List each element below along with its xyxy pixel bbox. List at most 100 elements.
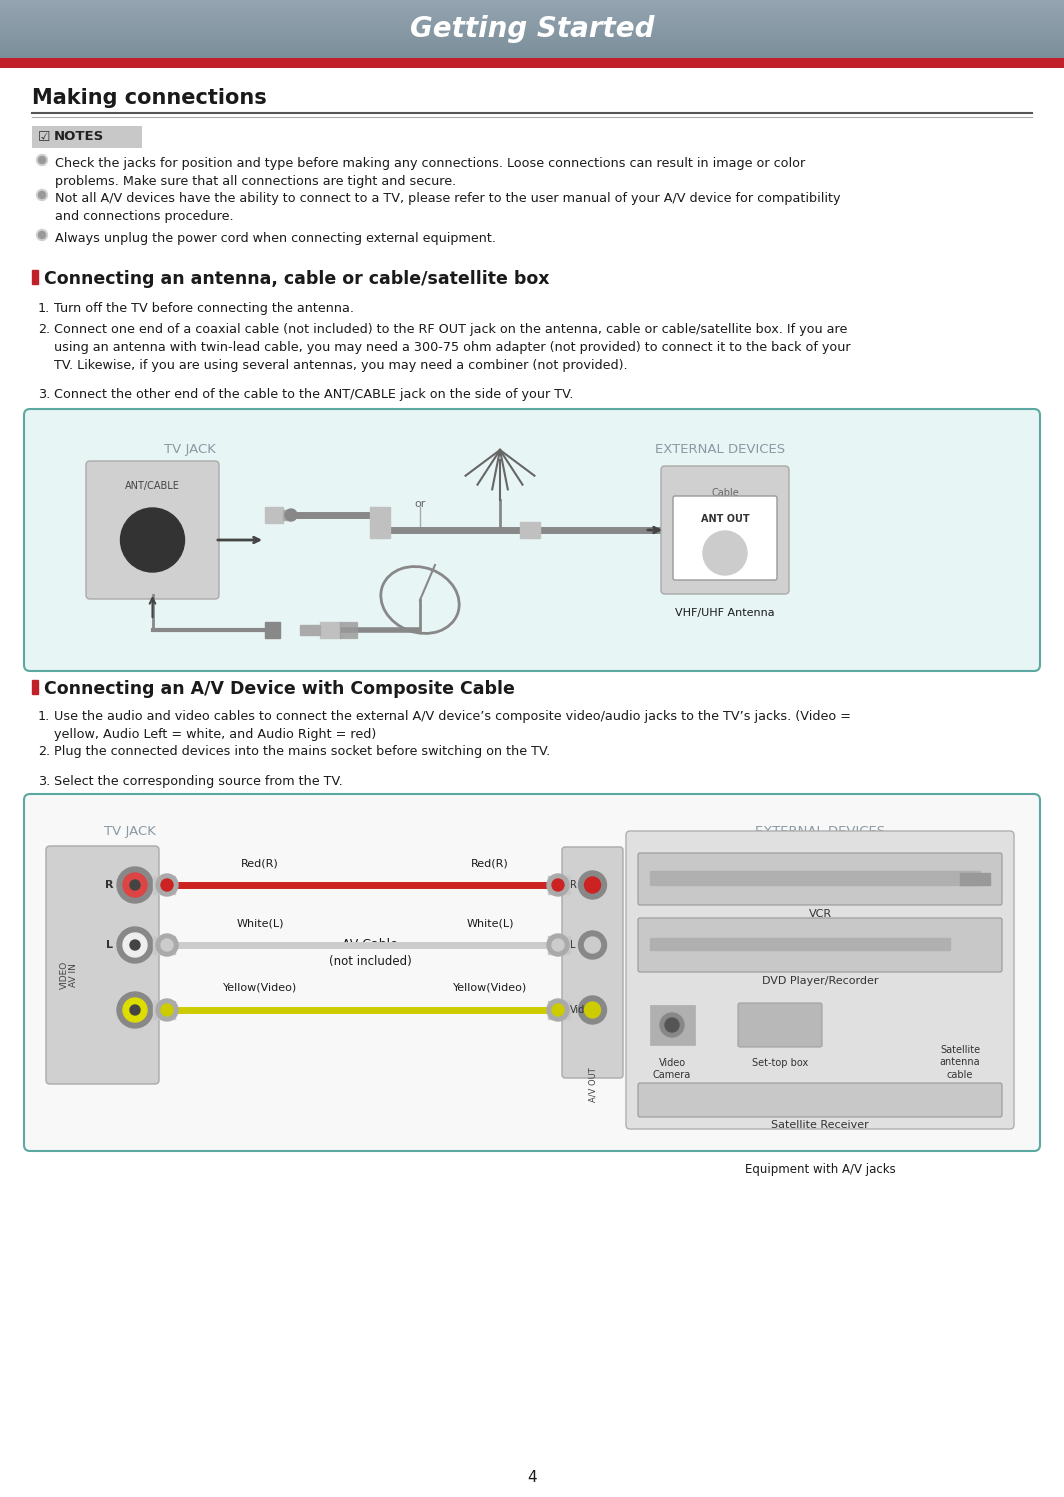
Text: 2.: 2. <box>38 323 50 335</box>
Bar <box>32 269 38 284</box>
Text: ☑: ☑ <box>38 130 50 144</box>
Text: VCR: VCR <box>809 909 832 919</box>
Bar <box>355 621 358 638</box>
Circle shape <box>579 996 606 1024</box>
Bar <box>300 626 320 635</box>
Circle shape <box>130 880 140 891</box>
Text: 4: 4 <box>527 1470 537 1485</box>
Circle shape <box>161 879 173 891</box>
Text: White(L): White(L) <box>236 918 284 928</box>
Circle shape <box>38 232 46 238</box>
Bar <box>265 507 283 522</box>
Bar <box>650 939 950 951</box>
Text: Cable: Cable <box>711 488 738 499</box>
Bar <box>153 876 174 894</box>
FancyBboxPatch shape <box>638 918 1002 972</box>
Circle shape <box>120 507 184 572</box>
Circle shape <box>547 998 569 1021</box>
Circle shape <box>660 1013 684 1037</box>
Circle shape <box>123 933 147 957</box>
Circle shape <box>161 939 173 951</box>
Text: DVD Player/Recorder: DVD Player/Recorder <box>762 976 878 987</box>
Text: Making connections: Making connections <box>32 88 267 108</box>
Text: 1.: 1. <box>38 302 50 314</box>
Circle shape <box>117 993 153 1028</box>
Circle shape <box>547 874 569 897</box>
Bar <box>343 621 345 638</box>
Circle shape <box>703 531 747 575</box>
Text: Turn off the TV before connecting the antenna.: Turn off the TV before connecting the an… <box>54 302 354 314</box>
Circle shape <box>117 927 153 963</box>
Bar <box>520 522 541 537</box>
Text: L: L <box>106 940 113 951</box>
Bar <box>320 621 340 638</box>
Text: Connecting an antenna, cable or cable/satellite box: Connecting an antenna, cable or cable/sa… <box>44 269 549 287</box>
Circle shape <box>665 1018 679 1031</box>
Bar <box>32 126 142 148</box>
Text: Check the jacks for position and type before making any connections. Loose conne: Check the jacks for position and type be… <box>55 157 805 189</box>
Circle shape <box>123 873 147 897</box>
Circle shape <box>552 1004 564 1016</box>
Text: ANT OUT: ANT OUT <box>701 513 749 524</box>
Circle shape <box>584 1001 600 1018</box>
FancyBboxPatch shape <box>24 793 1040 1151</box>
Text: R: R <box>104 880 113 891</box>
Circle shape <box>130 940 140 951</box>
Text: Video: Video <box>570 1004 597 1015</box>
Bar <box>283 510 290 519</box>
FancyBboxPatch shape <box>46 846 159 1084</box>
Circle shape <box>36 190 48 201</box>
Circle shape <box>117 867 153 903</box>
Text: ANT/CABLE: ANT/CABLE <box>126 481 180 491</box>
Bar <box>352 621 354 638</box>
Circle shape <box>156 998 178 1021</box>
Bar <box>265 621 280 638</box>
Bar <box>370 522 390 537</box>
Bar <box>349 621 351 638</box>
Circle shape <box>552 879 564 891</box>
Text: Getting Started: Getting Started <box>410 15 654 43</box>
Text: AV Cable: AV Cable <box>342 939 398 951</box>
Circle shape <box>711 539 739 567</box>
Circle shape <box>123 998 147 1022</box>
Text: A/V OUT: A/V OUT <box>588 1067 597 1102</box>
Bar <box>650 1004 695 1045</box>
Text: Red(R): Red(R) <box>471 858 509 868</box>
Circle shape <box>547 934 569 957</box>
Circle shape <box>36 229 48 241</box>
Text: Connect the other end of the cable to the ANT/CABLE jack on the side of your TV.: Connect the other end of the cable to th… <box>54 388 573 401</box>
Text: Equipment with A/V jacks: Equipment with A/V jacks <box>745 1163 896 1177</box>
Text: TV JACK: TV JACK <box>104 825 156 838</box>
Text: 3.: 3. <box>38 388 50 401</box>
Text: AV IN: AV IN <box>69 963 79 987</box>
Circle shape <box>579 931 606 960</box>
Text: EXTERNAL DEVICES: EXTERNAL DEVICES <box>655 443 785 457</box>
Text: NOTES: NOTES <box>54 130 104 144</box>
Text: 3.: 3. <box>38 775 50 787</box>
Text: (not included): (not included) <box>329 955 412 969</box>
Circle shape <box>140 528 165 552</box>
Circle shape <box>131 518 174 561</box>
Bar <box>960 873 990 885</box>
Circle shape <box>161 1004 173 1016</box>
Text: Select the corresponding source from the TV.: Select the corresponding source from the… <box>54 775 343 787</box>
Text: R: R <box>570 880 577 891</box>
FancyBboxPatch shape <box>86 461 219 599</box>
Bar <box>650 871 980 885</box>
Circle shape <box>156 874 178 897</box>
Circle shape <box>148 534 157 545</box>
Text: 2.: 2. <box>38 746 50 757</box>
Text: VIDEO: VIDEO <box>60 961 68 990</box>
Text: Use the audio and video cables to connect the external A/V device’s composite vi: Use the audio and video cables to connec… <box>54 710 851 741</box>
Text: Satellite
antenna
cable: Satellite antenna cable <box>940 1045 980 1079</box>
Text: or: or <box>414 499 426 509</box>
Bar <box>548 1001 570 1019</box>
Bar <box>340 621 342 638</box>
Text: Not all A/V devices have the ability to connect to a TV, please refer to the use: Not all A/V devices have the ability to … <box>55 192 841 223</box>
Text: L: L <box>570 940 576 951</box>
Text: Yellow(Video): Yellow(Video) <box>453 984 527 993</box>
FancyBboxPatch shape <box>674 496 777 579</box>
Circle shape <box>285 509 297 521</box>
FancyBboxPatch shape <box>562 847 624 1078</box>
Text: Plug the connected devices into the mains socket before switching on the TV.: Plug the connected devices into the main… <box>54 746 550 757</box>
